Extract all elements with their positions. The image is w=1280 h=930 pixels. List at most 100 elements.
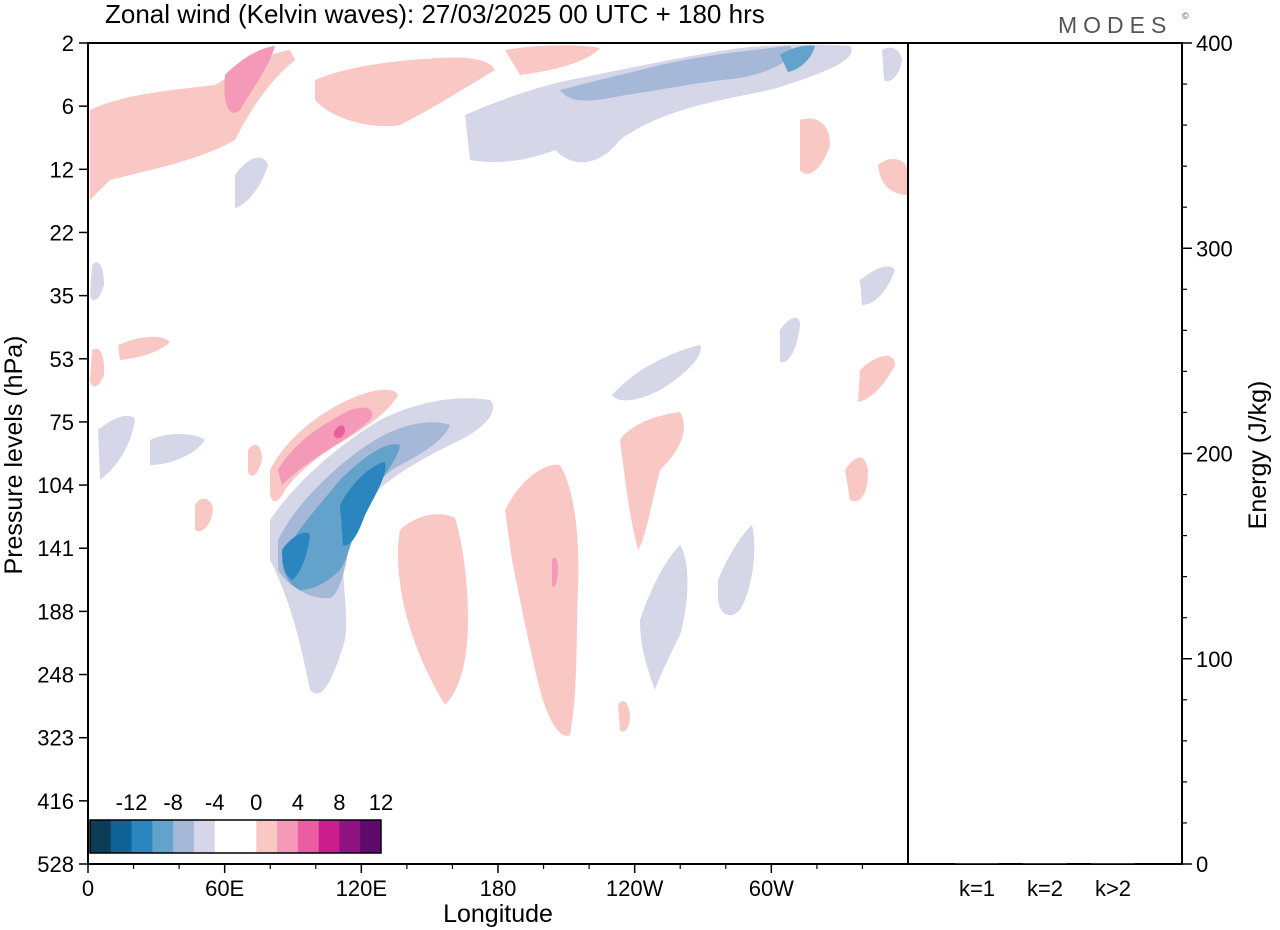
y-tick-label: 75: [50, 410, 74, 435]
colorbar-swatch: [277, 820, 299, 853]
colorbar-swatch: [339, 820, 361, 853]
contour-pos-right-edge: [858, 355, 895, 402]
contour-neg-main-core2: [282, 532, 310, 580]
x-tick-label: 60W: [749, 876, 794, 901]
colorbar-swatch: [214, 820, 236, 853]
contour-pos-small-150: [195, 498, 213, 532]
contour-pos-200: [505, 464, 579, 736]
y-axis-right: 0 100 200 300 400: [1182, 31, 1233, 877]
y-tick-label: 188: [37, 599, 74, 624]
y-tick-label: 6: [62, 94, 74, 119]
contour-neg-right-strip: [860, 266, 895, 305]
plot-frame: [87, 42, 909, 865]
colorbar-label: -4: [205, 790, 225, 815]
contour-neg-left-strip: [90, 262, 104, 301]
x-tick-label: 60E: [205, 876, 244, 901]
contour-plot: [90, 44, 908, 736]
contour-neg-main-outer: [270, 398, 494, 694]
colorbar-label: 0: [250, 790, 262, 815]
colorbar-swatch: [110, 820, 132, 853]
logo-mark: ©: [1182, 11, 1189, 21]
energy-bar: [955, 863, 999, 864]
energy-tick-label: 400: [1196, 31, 1233, 56]
contour-neg-lower-right: [640, 545, 688, 690]
contour-neg-upper-b: [560, 46, 793, 101]
contour-pos-upper-right: [800, 118, 830, 174]
energy-tick-label: 200: [1196, 442, 1233, 467]
y-tick-label: 35: [50, 284, 74, 309]
contour-pos-upper-right2: [878, 158, 908, 195]
contour-neg-lower-right2: [718, 525, 755, 616]
energy-category-label: k=1: [959, 876, 995, 901]
contour-pos-250: [618, 701, 630, 732]
colorbar-label: -8: [163, 790, 183, 815]
energy-tick-label: 100: [1196, 647, 1233, 672]
energy-bars: k=1 k=2 k>2: [955, 863, 1135, 901]
colorbar-label: 4: [292, 790, 304, 815]
colorbar-swatch: [235, 820, 257, 853]
contour-pos-right-edge2: [845, 457, 868, 502]
y-axis-title-left: Pressure levels (hPa): [0, 336, 28, 575]
contour-neg-upper-e: [882, 47, 902, 82]
y-tick-label: 248: [37, 663, 74, 688]
colorbar-swatch: [360, 820, 382, 853]
colorbar-swatch: [256, 820, 278, 853]
contour-neg-60w: [780, 317, 800, 363]
contour-pos-upper-mid2: [505, 45, 600, 75]
y-tick-label: 323: [37, 726, 74, 751]
colorbar-swatch: [173, 820, 195, 853]
colorbar-label: 8: [333, 790, 345, 815]
contour-neg-75-left2: [150, 434, 205, 465]
y-tick-label: 22: [50, 220, 74, 245]
y-tick-label: 141: [37, 536, 74, 561]
colorbar-label: 12: [369, 790, 393, 815]
modes-logo: MODES: [1058, 12, 1172, 38]
contour-pos-180: [397, 514, 468, 705]
y-tick-label: 528: [37, 852, 74, 877]
y-tick-label: 53: [50, 347, 74, 372]
colorbar-swatch: [193, 820, 216, 853]
contour-pos-upper-left: [90, 50, 295, 200]
contour-pos-upper-left-2: [224, 46, 275, 113]
contour-pos-small-left: [248, 444, 262, 476]
energy-bar: [1023, 863, 1067, 864]
contour-pos-200-core: [552, 557, 558, 587]
energy-category-label: k=2: [1027, 876, 1063, 901]
colorbar: -12 -8 -4 0 4 8 12: [89, 790, 393, 854]
energy-panel-frame: [907, 42, 1183, 865]
colorbar-label: -12: [116, 790, 148, 815]
contour-neg-upper-c: [780, 45, 815, 72]
x-axis: 0 60E 120E 180 120W 60W: [82, 864, 864, 901]
contour-pos-53: [118, 336, 170, 360]
x-tick-label: 0: [82, 876, 94, 901]
x-tick-label: 180: [480, 876, 517, 901]
chart-title: Zonal wind (Kelvin waves): 27/03/2025 00…: [105, 0, 765, 29]
contour-pos-upper-mid: [315, 57, 495, 127]
y-axis-left: 2 6 12 22 35 53 75 104 141 188 248 323 416 528: [37, 31, 88, 877]
energy-tick-label: 0: [1196, 852, 1208, 877]
contour-neg-main-core: [340, 462, 386, 546]
x-tick-label: 120E: [336, 876, 387, 901]
y-axis-title-right: Energy (J/kg): [1244, 381, 1272, 530]
contour-pos-main-mid: [278, 407, 373, 485]
colorbar-frame: [89, 819, 382, 854]
energy-category-label: k>2: [1095, 876, 1131, 901]
contour-pos-120w: [620, 412, 684, 550]
colorbar-swatch: [297, 820, 319, 853]
y-tick-label: 104: [37, 473, 74, 498]
x-tick-label: 120W: [606, 876, 664, 901]
contour-neg-120w: [612, 345, 701, 401]
contour-pos-left-strip: [90, 348, 105, 387]
energy-bar: [1091, 863, 1135, 864]
colorbar-swatch: [152, 820, 174, 853]
y-tick-label: 416: [37, 789, 74, 814]
y-tick-label: 2: [62, 31, 74, 56]
colorbar-swatch: [90, 820, 112, 853]
contour-neg-75-left: [98, 415, 135, 480]
x-axis-title: Longitude: [443, 900, 553, 928]
colorbar-swatch: [131, 820, 153, 853]
contour-neg-upper-d: [235, 157, 268, 208]
energy-tick-label: 300: [1196, 236, 1233, 261]
colorbar-swatch: [318, 820, 340, 853]
